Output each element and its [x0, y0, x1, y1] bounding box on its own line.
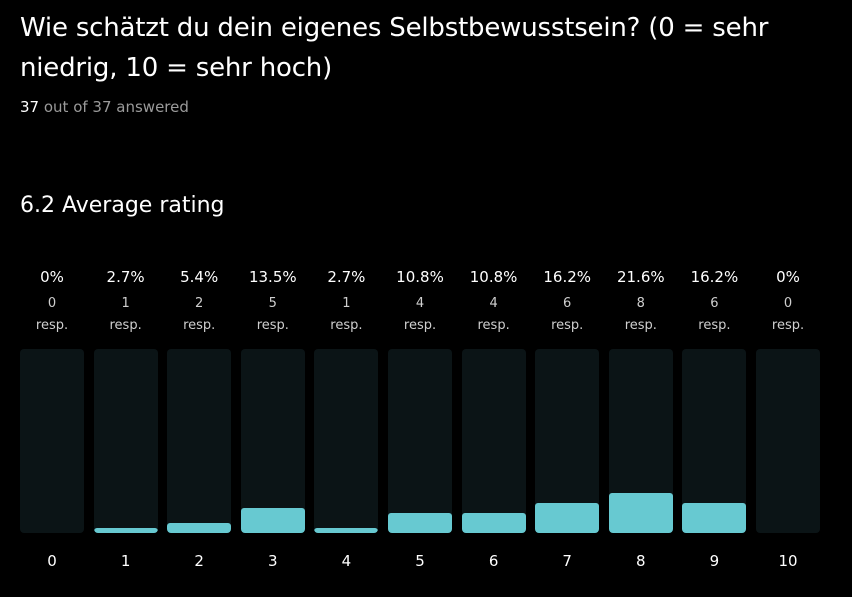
- value-label-3: 13.5%: [248, 268, 297, 286]
- bar-track-6: [461, 349, 526, 533]
- x-tick-label-4: 4: [341, 552, 352, 570]
- x-tick-label-9: 9: [709, 552, 720, 570]
- response-unit-8: resp.: [624, 318, 657, 333]
- bar-9: [682, 503, 747, 533]
- x-tick-label-5: 5: [415, 552, 425, 570]
- response-unit-10: resp.: [771, 318, 805, 333]
- bar-column-7: 16.2% 6 resp. 7: [535, 260, 600, 580]
- value-label-6: 10.8%: [469, 268, 518, 286]
- bar-7: [535, 503, 600, 533]
- bar-2: [167, 523, 232, 533]
- response-unit-6: resp.: [477, 318, 510, 333]
- response-count-0: 0: [47, 296, 57, 311]
- x-tick-label-2: 2: [194, 552, 204, 570]
- response-unit-2: resp.: [183, 318, 216, 333]
- bar-track-1: [93, 349, 158, 533]
- rating-bar-chart: 0% 0 resp. 0 2.7% 1 resp. 1 5.4% 2 resp. 2 13.5% 5 res…: [20, 260, 820, 580]
- average-rating: 6.2 Average rating: [20, 193, 225, 218]
- response-unit-9: resp.: [698, 318, 731, 333]
- response-count-6: 4: [489, 296, 498, 311]
- value-label-8: 21.6%: [616, 268, 665, 286]
- bar-column-8: 21.6% 8 resp. 8: [608, 260, 673, 580]
- response-unit-5: resp.: [403, 318, 437, 333]
- value-label-2: 5.4%: [180, 268, 219, 286]
- x-tick-label-6: 6: [488, 552, 499, 570]
- bar-1: [93, 528, 158, 533]
- response-unit-0: resp.: [35, 318, 69, 333]
- bar-track-2: [167, 349, 232, 533]
- bar-5: [388, 513, 452, 533]
- x-tick-label-10: 10: [778, 552, 798, 570]
- x-tick-label-0: 0: [47, 552, 57, 570]
- bar-4: [314, 528, 379, 533]
- bar-3: [240, 508, 305, 533]
- bar-track-4: [314, 349, 379, 533]
- bar-column-0: 0% 0 resp. 0: [20, 260, 84, 580]
- bar-track-5: [388, 349, 452, 533]
- bar-column-1: 2.7% 1 resp. 1: [93, 260, 158, 580]
- response-count-4: 1: [342, 296, 351, 311]
- response-unit-7: resp.: [551, 318, 584, 333]
- bar-track-9: [682, 349, 747, 533]
- bar-6: [461, 513, 526, 533]
- x-tick-label-8: 8: [636, 552, 646, 570]
- response-count-3: 5: [268, 296, 277, 311]
- response-count-9: 6: [710, 296, 719, 311]
- response-count-1: 1: [121, 296, 130, 311]
- value-label-7: 16.2%: [543, 268, 592, 286]
- response-count-2: 2: [195, 296, 204, 311]
- bar-track-8: [608, 349, 673, 533]
- bar-column-3: 13.5% 5 resp. 3: [240, 260, 305, 580]
- bar-column-2: 5.4% 2 resp. 2: [167, 260, 232, 580]
- bar-column-10: 0% 0 resp. 10: [756, 260, 820, 580]
- bar-column-4: 2.7% 1 resp. 4: [314, 260, 379, 580]
- response-unit-4: resp.: [330, 318, 363, 333]
- response-unit-1: resp.: [109, 318, 142, 333]
- value-label-5: 10.8%: [396, 268, 444, 286]
- value-label-4: 2.7%: [327, 268, 366, 286]
- x-tick-label-3: 3: [268, 552, 278, 570]
- bar-track-3: [240, 349, 305, 533]
- bar-track-7: [535, 349, 600, 533]
- answered-number: 37: [20, 98, 40, 116]
- x-tick-label-1: 1: [120, 552, 131, 570]
- question-title: Wie schätzt du dein eigenes Selbstbewuss…: [20, 13, 769, 83]
- value-label-10: 0%: [776, 268, 800, 286]
- bar-track-10: [756, 349, 820, 533]
- answered-text: out of 37 answered: [43, 98, 189, 116]
- value-label-9: 16.2%: [690, 268, 739, 286]
- bar-track-0: [20, 349, 84, 533]
- response-unit-3: resp.: [256, 318, 289, 333]
- bar-column-5: 10.8% 4 resp. 5: [388, 260, 452, 580]
- answered-count: 37 out of 37 answered: [20, 98, 189, 116]
- bar-8: [608, 493, 673, 533]
- response-count-7: 6: [563, 296, 572, 311]
- response-count-8: 8: [636, 296, 645, 311]
- response-count-5: 4: [415, 296, 425, 311]
- bar-column-9: 16.2% 6 resp. 9: [682, 260, 747, 580]
- response-count-10: 0: [783, 296, 793, 311]
- x-tick-label-7: 7: [562, 552, 572, 570]
- bar-column-6: 10.8% 4 resp. 6: [461, 260, 526, 580]
- value-label-0: 0%: [40, 268, 64, 286]
- value-label-1: 2.7%: [106, 268, 145, 286]
